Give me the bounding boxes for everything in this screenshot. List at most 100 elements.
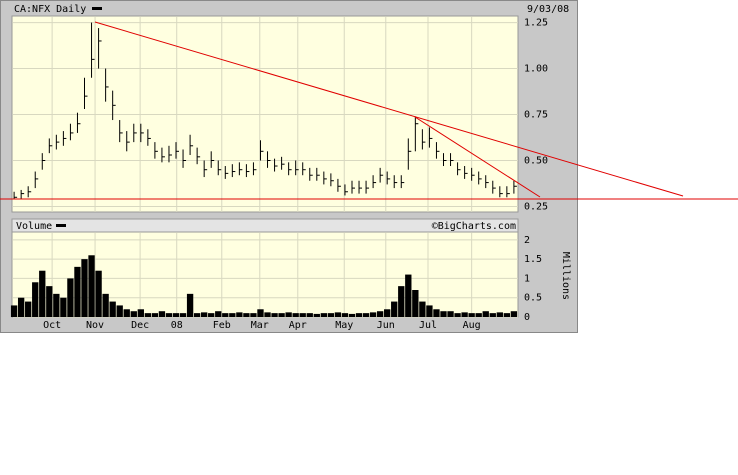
volume-bar bbox=[334, 312, 342, 317]
x-tick-label: 08 bbox=[171, 320, 183, 331]
y-tick-label: 1 bbox=[524, 273, 530, 284]
volume-bar bbox=[398, 286, 405, 317]
x-tick-label: Mar bbox=[251, 320, 269, 331]
volume-bar bbox=[299, 313, 306, 317]
volume-bar bbox=[250, 313, 257, 317]
volume-bar bbox=[264, 312, 271, 317]
volume-bar bbox=[341, 313, 349, 317]
volume-bar bbox=[137, 309, 144, 317]
y-tick-label: 1.25 bbox=[524, 18, 548, 29]
volume-bar bbox=[144, 313, 152, 317]
watermark: ©BigCharts.com bbox=[432, 221, 516, 232]
volume-bar bbox=[405, 274, 412, 317]
volume-bar bbox=[53, 293, 60, 317]
volume-bar bbox=[503, 313, 511, 317]
volume-bar bbox=[320, 313, 327, 317]
volume-bar bbox=[412, 290, 419, 317]
volume-bar bbox=[468, 313, 475, 317]
volume-bar bbox=[447, 311, 454, 317]
volume-bar bbox=[32, 282, 39, 317]
x-tick-label: Nov bbox=[86, 320, 104, 331]
volume-bar bbox=[285, 312, 292, 317]
volume-bar bbox=[257, 309, 264, 317]
volume-bar bbox=[440, 311, 447, 317]
volume-bar bbox=[229, 313, 236, 317]
volume-bar bbox=[88, 255, 95, 317]
volume-bar bbox=[313, 313, 320, 317]
volume-bar bbox=[278, 313, 285, 317]
volume-bar bbox=[165, 313, 173, 317]
volume-bar bbox=[475, 313, 482, 317]
volume-bar bbox=[327, 313, 335, 317]
legend-swatch bbox=[92, 7, 102, 10]
y-tick-label: 1.5 bbox=[524, 254, 542, 265]
volume-bar bbox=[130, 311, 137, 317]
volume-title: Volume bbox=[16, 221, 52, 232]
x-tick-label: Aug bbox=[463, 320, 481, 331]
volume-bar bbox=[222, 313, 229, 317]
volume-bar bbox=[362, 313, 370, 317]
volume-bar bbox=[172, 313, 180, 317]
y-tick-label: 0.50 bbox=[524, 156, 548, 167]
x-tick-label: Dec bbox=[131, 320, 149, 331]
x-tick-label: Feb bbox=[213, 320, 231, 331]
volume-bar bbox=[215, 311, 222, 317]
y-tick-label: 0.75 bbox=[524, 110, 548, 121]
volume-bar bbox=[158, 311, 166, 317]
volume-bar bbox=[292, 313, 299, 317]
x-tick-label: Jun bbox=[377, 320, 395, 331]
volume-bar bbox=[186, 293, 194, 317]
y-tick-label: 1.00 bbox=[524, 64, 548, 75]
y-tick-label: 0 bbox=[524, 312, 530, 323]
volume-bar bbox=[208, 313, 215, 317]
volume-bar bbox=[369, 312, 377, 317]
marks: 0.25 0.50 0.75 1.00 1.25 0 0.5 1 1.5 2 Oct Nov Dec 08… bbox=[10, 17, 548, 331]
volume-bar bbox=[236, 312, 243, 317]
volume-bar bbox=[355, 313, 363, 317]
volume-bar bbox=[193, 313, 201, 317]
volume-bar bbox=[454, 313, 461, 317]
volume-bar bbox=[74, 266, 81, 317]
chart-title: CA:NFX Daily bbox=[14, 4, 86, 15]
volume-bar bbox=[384, 309, 391, 317]
volume-bar bbox=[510, 311, 518, 317]
trend-line bbox=[414, 116, 541, 198]
volume-bar bbox=[489, 313, 496, 317]
volume-bar bbox=[46, 286, 53, 317]
y-axis-label: Millions bbox=[560, 252, 571, 300]
y-tick-label: 0.25 bbox=[524, 201, 548, 212]
legend-swatch bbox=[56, 224, 66, 227]
volume-bar bbox=[482, 311, 489, 317]
volume-bar bbox=[10, 305, 18, 317]
x-tick-label: Jul bbox=[419, 320, 437, 331]
y-tick-label: 0.5 bbox=[524, 293, 542, 304]
volume-bar bbox=[17, 297, 25, 317]
volume-bar bbox=[348, 313, 356, 317]
volume-panel bbox=[11, 231, 519, 318]
trend-line bbox=[94, 21, 684, 197]
volume-bar bbox=[25, 301, 32, 317]
volume-bar bbox=[67, 278, 74, 317]
volume-bar bbox=[151, 313, 159, 317]
x-tick-label: Oct bbox=[43, 320, 61, 331]
volume-bar bbox=[426, 305, 433, 317]
volume-bar bbox=[496, 312, 503, 317]
volume-bar bbox=[109, 301, 116, 317]
volume-bar bbox=[201, 312, 208, 317]
volume-bar bbox=[419, 301, 426, 317]
volume-bar bbox=[102, 293, 109, 317]
volume-bar bbox=[81, 259, 88, 317]
volume-bar bbox=[271, 313, 278, 317]
x-tick-label: May bbox=[335, 320, 353, 331]
volume-bar bbox=[306, 313, 313, 317]
volume-bar bbox=[461, 312, 468, 317]
chart-date: 9/03/08 bbox=[527, 4, 569, 15]
volume-bar bbox=[376, 311, 384, 317]
volume-bar bbox=[116, 305, 123, 317]
volume-bar bbox=[95, 270, 102, 317]
volume-bar bbox=[179, 313, 187, 317]
y-tick-label: 2 bbox=[524, 235, 530, 246]
price-panel bbox=[11, 15, 519, 213]
volume-bar bbox=[391, 301, 398, 317]
